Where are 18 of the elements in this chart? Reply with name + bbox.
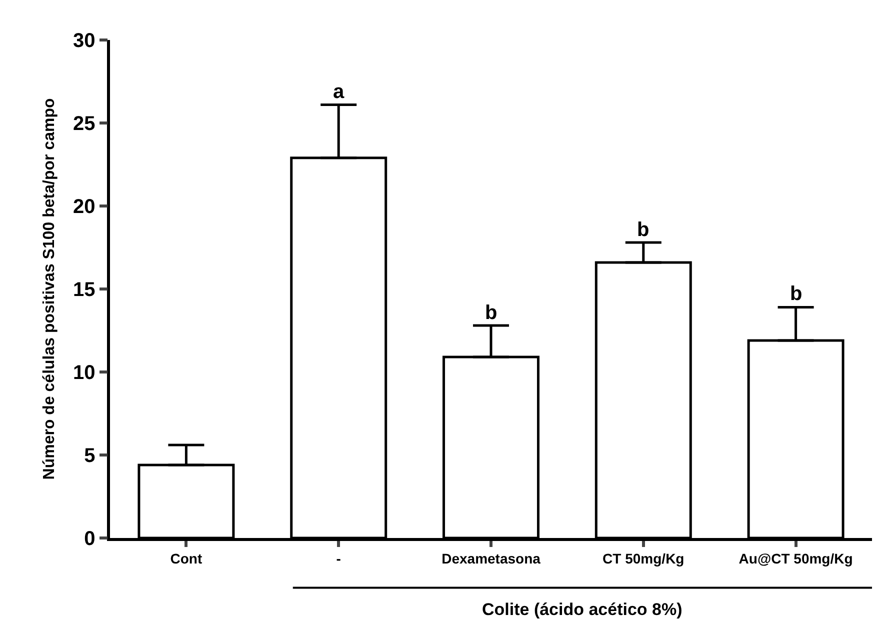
y-tick-label: 30 [73, 30, 96, 52]
x-tick-label: Cont [170, 550, 202, 567]
x-tick-label: - [336, 550, 342, 567]
y-tick-label: 5 [84, 445, 96, 467]
y-tick-label: 25 [73, 113, 96, 135]
y-tick-label: 0 [84, 528, 96, 550]
annotation: b [485, 302, 498, 324]
y-tick-label: 10 [73, 362, 96, 384]
y-axis-title: Número de células positivas S100 beta/por campo [40, 98, 58, 480]
annotation: b [637, 219, 650, 241]
x-tick-label: Dexametasona [442, 550, 541, 567]
x-tick-label: CT 50mg/Kg [602, 550, 684, 567]
y-tick-label: 15 [73, 279, 96, 301]
annotation: b [790, 283, 802, 305]
y-tick-label: 20 [73, 196, 96, 218]
annotation: a [333, 81, 345, 103]
text: Colite (ácido acético 8%) [482, 600, 682, 619]
x-tick-label: Au@CT 50mg/Kg [738, 550, 853, 567]
